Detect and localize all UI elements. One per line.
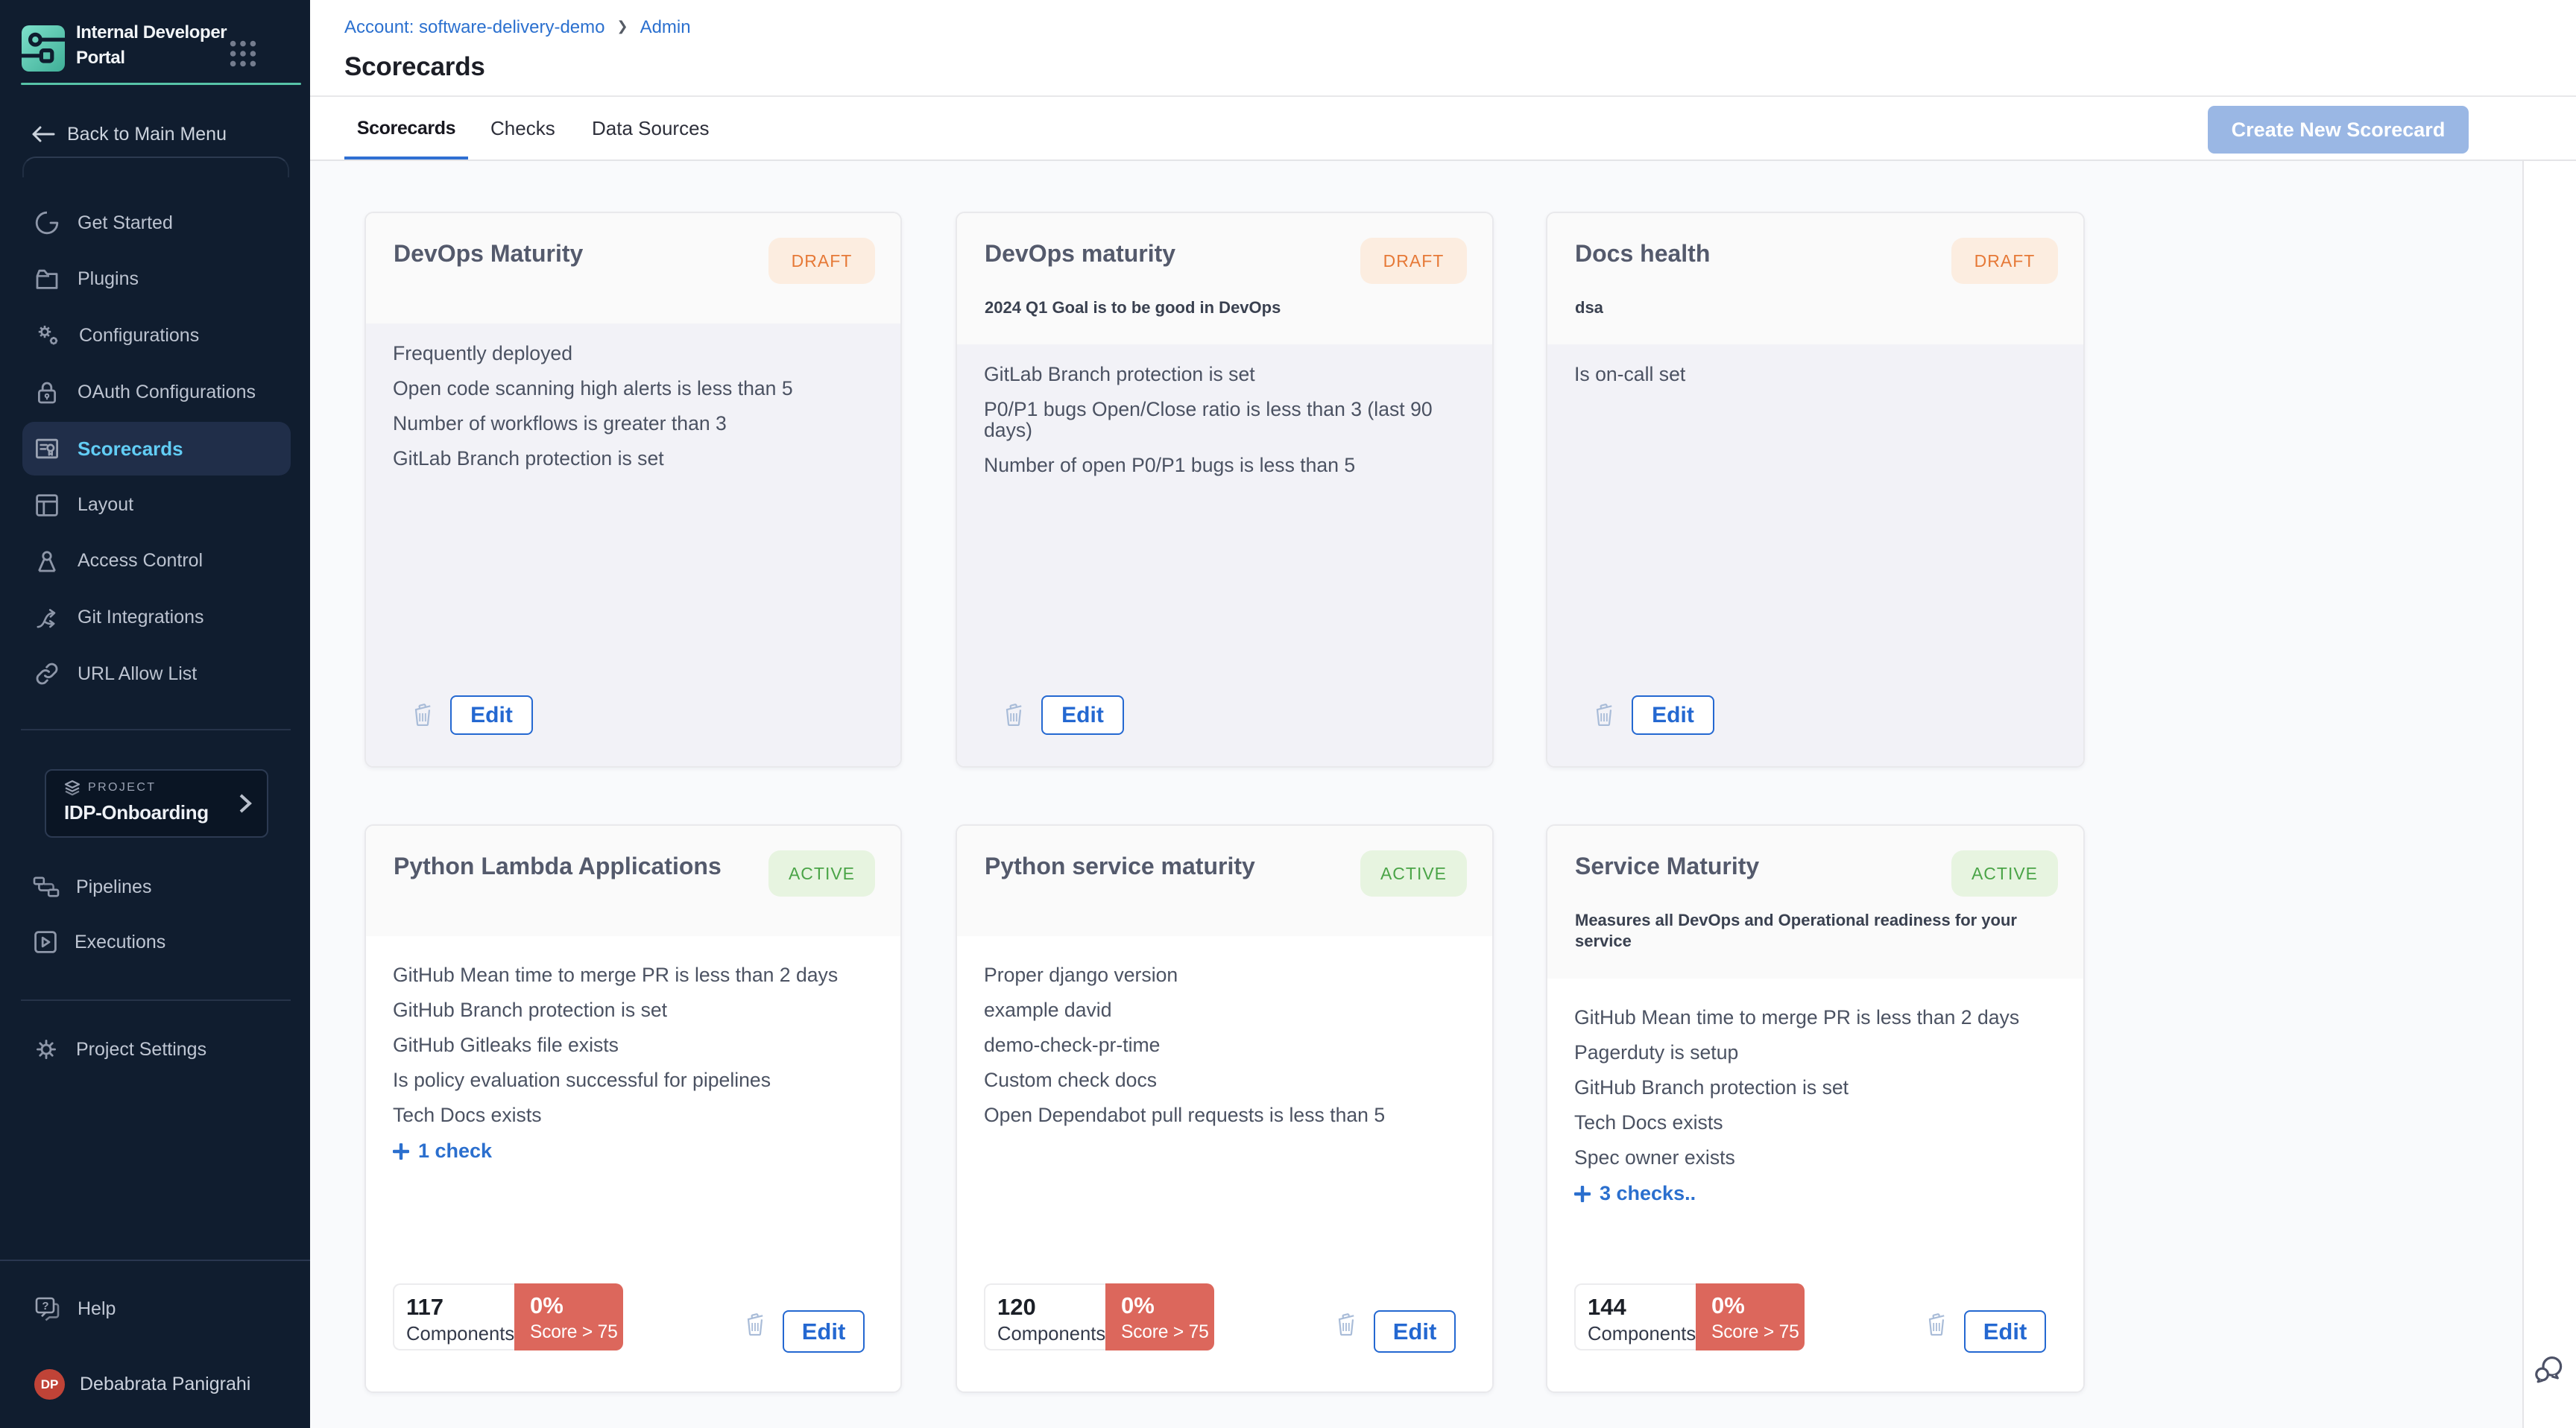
svg-text:?: ? [42,1300,48,1312]
